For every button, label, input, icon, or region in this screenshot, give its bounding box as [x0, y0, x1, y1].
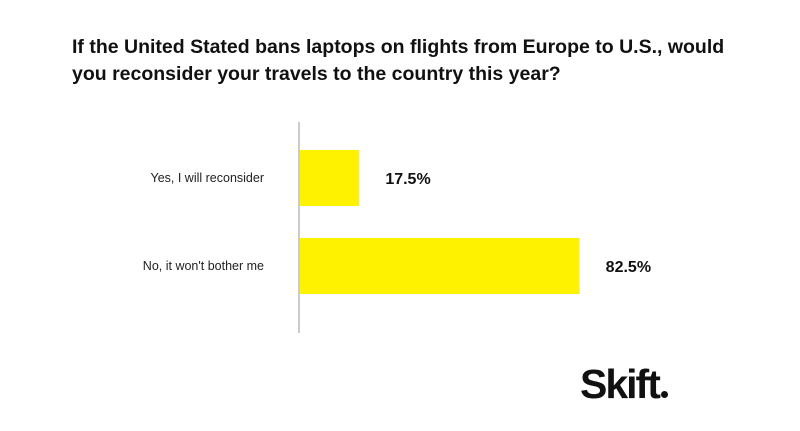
category-label-1: No, it won't bother me [143, 259, 264, 273]
category-label-0: Yes, I will reconsider [151, 171, 264, 185]
value-label-1: 82.5% [606, 259, 651, 276]
value-label-0: 17.5% [385, 171, 430, 188]
bar-0 [300, 150, 360, 206]
bar-1 [300, 238, 580, 294]
skift-logo: Skift [580, 364, 668, 405]
logo-dot [660, 391, 668, 398]
bars-group: Yes, I will reconsider 17.5% No, it won't … [143, 150, 651, 294]
chart-title: If the United Stated bans laptops on fli… [72, 36, 725, 85]
logo-text: Skift [580, 361, 661, 407]
